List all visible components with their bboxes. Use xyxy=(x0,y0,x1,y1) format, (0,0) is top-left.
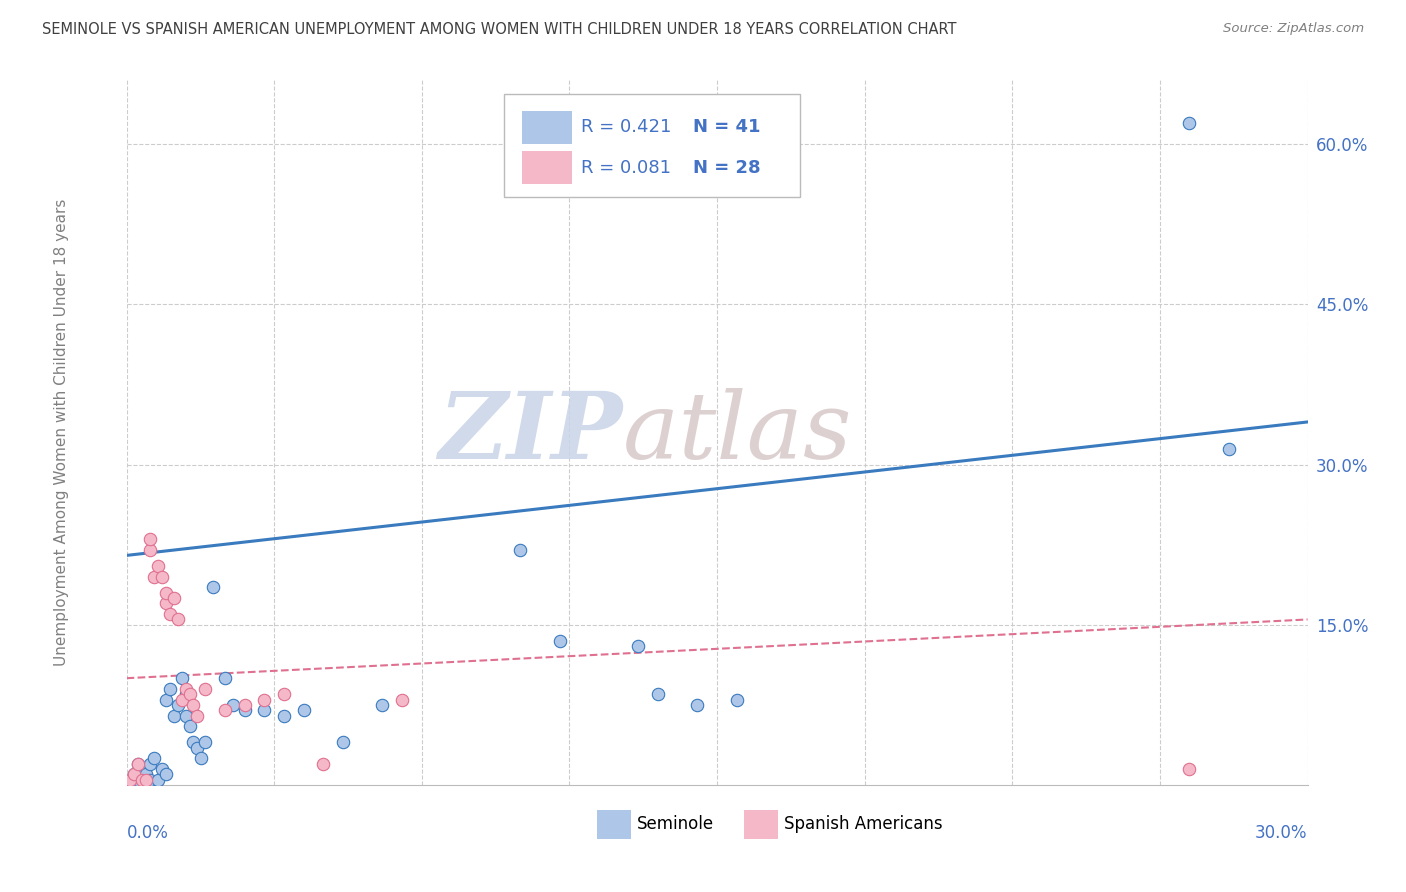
Point xyxy=(155,586,177,600)
Point xyxy=(139,756,162,771)
Point xyxy=(143,751,166,765)
Point xyxy=(686,698,709,712)
Point xyxy=(174,708,197,723)
Point xyxy=(170,692,193,706)
Point xyxy=(166,698,188,712)
Point xyxy=(1218,442,1240,456)
Point xyxy=(186,740,208,755)
Point xyxy=(627,639,650,653)
Point xyxy=(163,591,186,606)
FancyBboxPatch shape xyxy=(522,112,572,144)
Point xyxy=(202,581,225,595)
Point xyxy=(190,751,212,765)
Point xyxy=(124,767,146,781)
Point xyxy=(194,681,217,696)
Text: SEMINOLE VS SPANISH AMERICAN UNEMPLOYMENT AMONG WOMEN WITH CHILDREN UNDER 18 YEA: SEMINOLE VS SPANISH AMERICAN UNEMPLOYMEN… xyxy=(42,22,956,37)
Text: Seminole: Seminole xyxy=(637,815,714,833)
Point xyxy=(174,687,197,701)
Point xyxy=(166,612,188,626)
Point xyxy=(127,756,149,771)
Point xyxy=(186,708,208,723)
Point xyxy=(391,692,413,706)
Point xyxy=(131,762,153,776)
Point xyxy=(155,692,177,706)
Point xyxy=(155,767,177,781)
Point xyxy=(139,543,162,558)
Point xyxy=(1178,762,1201,776)
Point xyxy=(647,687,669,701)
Point xyxy=(179,687,201,701)
Point xyxy=(273,687,295,701)
Point xyxy=(548,633,571,648)
Text: 30.0%: 30.0% xyxy=(1256,823,1308,842)
Text: Source: ZipAtlas.com: Source: ZipAtlas.com xyxy=(1223,22,1364,36)
Point xyxy=(155,597,177,611)
Point xyxy=(159,607,181,621)
FancyBboxPatch shape xyxy=(522,152,572,184)
Point xyxy=(214,671,236,685)
Point xyxy=(139,533,162,547)
Point xyxy=(183,698,205,712)
Text: N = 41: N = 41 xyxy=(693,119,761,136)
Text: R = 0.081: R = 0.081 xyxy=(581,159,671,177)
Point xyxy=(150,570,173,584)
Point xyxy=(170,671,193,685)
Point xyxy=(509,543,531,558)
Point xyxy=(371,698,394,712)
Point xyxy=(273,708,295,723)
Point xyxy=(120,772,142,787)
Point xyxy=(312,756,335,771)
Point xyxy=(725,692,748,706)
Point xyxy=(163,708,186,723)
Point xyxy=(127,772,149,787)
Text: atlas: atlas xyxy=(623,388,852,477)
FancyBboxPatch shape xyxy=(505,95,800,196)
Point xyxy=(120,772,142,787)
Text: Unemployment Among Women with Children Under 18 years: Unemployment Among Women with Children U… xyxy=(53,199,69,666)
Point xyxy=(159,681,181,696)
Point xyxy=(135,772,157,787)
Point xyxy=(253,703,276,717)
Point xyxy=(214,703,236,717)
Text: ZIP: ZIP xyxy=(439,388,623,477)
Point xyxy=(183,735,205,749)
Point xyxy=(194,735,217,749)
Point xyxy=(146,772,169,787)
Point xyxy=(150,762,173,776)
Point xyxy=(233,698,256,712)
Point xyxy=(179,719,201,733)
Text: N = 28: N = 28 xyxy=(693,159,761,177)
Text: Spanish Americans: Spanish Americans xyxy=(785,815,943,833)
Point xyxy=(127,756,149,771)
Point xyxy=(124,767,146,781)
Point xyxy=(253,692,276,706)
FancyBboxPatch shape xyxy=(596,810,631,839)
Point xyxy=(135,767,157,781)
Point xyxy=(139,772,162,787)
Point xyxy=(131,772,153,787)
Point xyxy=(332,735,354,749)
Point xyxy=(1178,116,1201,130)
Point xyxy=(174,681,197,696)
FancyBboxPatch shape xyxy=(744,810,779,839)
Point xyxy=(143,570,166,584)
Point xyxy=(292,703,315,717)
Point xyxy=(233,703,256,717)
Point xyxy=(222,698,245,712)
Point xyxy=(146,559,169,574)
Text: R = 0.421: R = 0.421 xyxy=(581,119,672,136)
Text: 0.0%: 0.0% xyxy=(127,823,169,842)
